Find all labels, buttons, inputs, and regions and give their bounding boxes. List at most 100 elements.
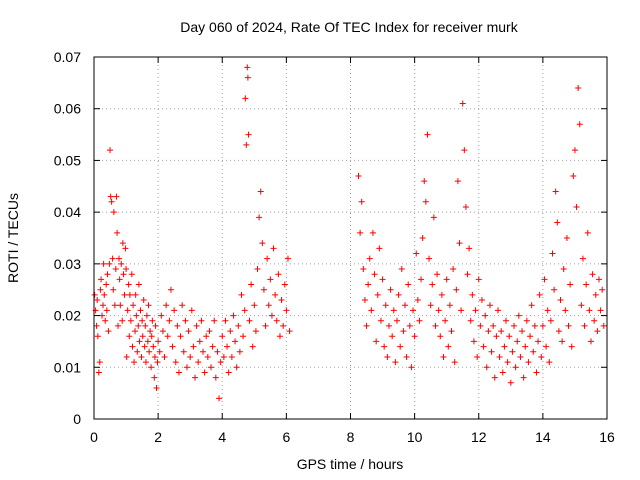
data-point <box>118 260 125 267</box>
data-point <box>503 317 510 324</box>
data-point <box>251 302 258 309</box>
data-point <box>595 276 602 283</box>
data-point <box>120 271 127 278</box>
data-point <box>155 338 162 345</box>
data-point <box>546 359 553 366</box>
data-point <box>403 353 410 360</box>
data-point <box>171 307 178 314</box>
data-point <box>260 286 267 293</box>
data-point <box>405 281 412 288</box>
data-point <box>119 317 126 324</box>
data-point <box>533 369 540 376</box>
data-point <box>514 338 521 345</box>
data-point <box>385 322 392 329</box>
x-axis-label: GPS time / hours <box>297 456 404 472</box>
data-point <box>559 338 566 345</box>
data-point <box>278 297 285 304</box>
data-point <box>112 266 119 273</box>
data-point <box>252 328 259 335</box>
data-point <box>568 343 575 350</box>
data-point <box>244 74 251 81</box>
data-point <box>554 219 561 226</box>
data-point <box>142 322 149 329</box>
data-point <box>424 131 431 138</box>
data-point <box>416 317 423 324</box>
data-point <box>140 297 147 304</box>
data-point <box>387 286 394 293</box>
data-point <box>212 374 219 381</box>
data-point <box>426 255 433 262</box>
data-point <box>95 369 102 376</box>
data-point <box>109 255 116 262</box>
data-point <box>517 353 524 360</box>
data-point <box>233 364 240 371</box>
data-point <box>227 328 234 335</box>
data-point <box>206 328 213 335</box>
data-point <box>114 229 121 236</box>
data-point <box>520 374 527 381</box>
data-point <box>91 291 98 298</box>
data-point <box>107 147 114 154</box>
data-point <box>539 322 546 329</box>
data-point <box>148 333 155 340</box>
data-point <box>136 338 143 345</box>
data-point <box>571 147 578 154</box>
data-point <box>361 297 368 304</box>
data-point <box>464 271 471 278</box>
data-point <box>152 322 159 329</box>
data-point <box>209 343 216 350</box>
data-point <box>254 266 261 273</box>
data-point <box>470 338 477 345</box>
data-point <box>357 229 364 236</box>
data-point <box>232 338 239 345</box>
x-tick-label: 8 <box>347 429 355 445</box>
data-point <box>188 307 195 314</box>
data-point <box>490 322 497 329</box>
data-point <box>400 328 407 335</box>
data-point <box>543 343 550 350</box>
data-point <box>563 235 570 241</box>
data-point <box>139 317 146 324</box>
data-point <box>535 338 542 345</box>
data-point <box>438 291 445 298</box>
data-point <box>600 322 607 329</box>
data-point <box>384 353 391 360</box>
data-point <box>531 322 538 329</box>
data-point <box>557 297 564 304</box>
data-point <box>493 333 500 340</box>
data-point <box>419 235 426 241</box>
data-point <box>267 276 274 283</box>
data-point <box>408 364 415 371</box>
data-point <box>154 359 161 366</box>
y-tick-labels: 0 0.01 0.02 0.03 0.04 0.05 0.06 0.07 <box>54 49 81 427</box>
data-point <box>453 286 460 293</box>
data-point <box>175 369 182 376</box>
data-point <box>144 338 151 345</box>
data-point <box>99 302 106 309</box>
data-point <box>179 302 186 309</box>
data-point <box>390 307 397 314</box>
data-point <box>104 271 111 278</box>
data-point <box>146 348 153 355</box>
data-point <box>443 276 450 283</box>
data-point <box>126 291 133 298</box>
data-point <box>235 322 242 329</box>
data-point <box>530 348 537 355</box>
data-point <box>418 276 425 283</box>
data-point <box>413 250 420 257</box>
data-point <box>236 348 243 355</box>
data-point <box>551 286 558 293</box>
data-point <box>461 147 468 154</box>
data-point <box>584 229 591 236</box>
data-point <box>268 312 275 319</box>
data-point <box>96 359 103 366</box>
data-point <box>150 343 157 350</box>
grid-lines <box>94 57 607 419</box>
y-tick-label: 0.02 <box>54 308 81 324</box>
data-point <box>127 317 134 324</box>
data-point <box>190 343 197 350</box>
data-point <box>381 343 388 350</box>
x-tick-label: 4 <box>218 429 226 445</box>
data-point <box>445 343 452 350</box>
data-point <box>131 359 138 366</box>
